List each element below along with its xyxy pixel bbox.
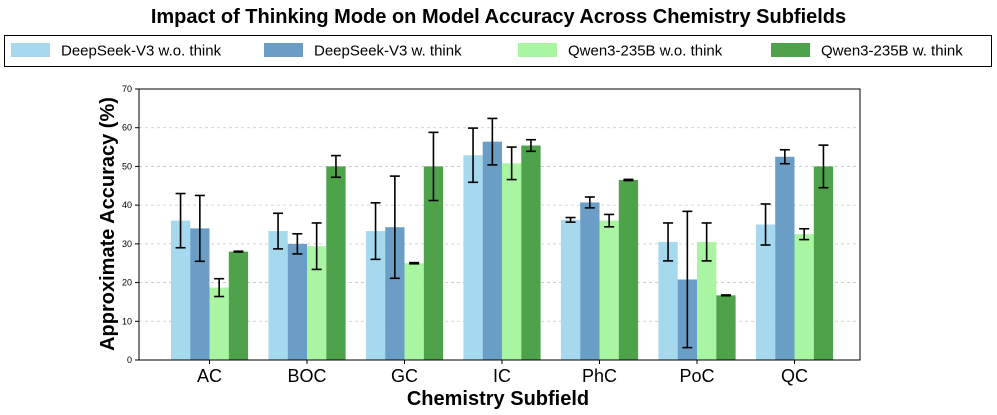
x-tick-label: BOC	[287, 366, 326, 386]
y-tick-label: 60	[122, 123, 132, 133]
bar	[209, 287, 229, 360]
x-tick-label: QC	[781, 366, 808, 386]
bar	[287, 243, 307, 360]
plot-area-frame	[138, 88, 861, 361]
bar	[658, 241, 678, 360]
x-tick-label: PoC	[679, 366, 714, 386]
error-bars	[175, 117, 829, 349]
bar	[228, 251, 249, 360]
legend: DeepSeek-V3 w.o. think DeepSeek-V3 w. thi…	[4, 35, 992, 67]
bar	[560, 219, 581, 360]
legend-label: DeepSeek-V3 w.o. think	[61, 43, 222, 60]
legend-swatch	[11, 43, 50, 57]
bar	[404, 263, 424, 360]
y-tick-label: 30	[122, 239, 132, 249]
bar	[580, 202, 600, 360]
x-axis-ticks: AC BOC GC IC PhC PoC QC	[197, 360, 808, 386]
bar	[307, 246, 327, 360]
bar	[170, 220, 191, 360]
y-tick-label: 10	[122, 316, 132, 326]
bar	[326, 166, 346, 360]
x-tick-label: PhC	[582, 366, 617, 386]
chart-title: Impact of Thinking Mode on Model Accurac…	[151, 6, 846, 28]
bar	[697, 241, 717, 360]
x-tick-label: GC	[391, 366, 418, 386]
bar	[716, 295, 736, 360]
x-tick-label: AC	[197, 366, 222, 386]
bar	[385, 227, 405, 360]
y-tick-label: 20	[122, 278, 132, 288]
y-tick-label: 50	[122, 161, 132, 171]
y-axis-label: Approximate Accuracy (%)	[97, 97, 119, 351]
bar	[618, 179, 639, 360]
x-axis-label: Chemistry Subfield	[407, 388, 589, 410]
y-tick-label: 40	[122, 200, 132, 210]
bar	[755, 224, 776, 360]
legend-label: Qwen3-235B w.o. think	[568, 43, 723, 60]
y-tick-label: 70	[122, 84, 132, 94]
bars	[170, 141, 834, 360]
legend-swatch	[771, 43, 810, 57]
bar	[365, 231, 386, 360]
x-tick-label: IC	[493, 366, 511, 386]
bar	[268, 231, 288, 360]
legend-label: DeepSeek-V3 w. think	[314, 43, 462, 60]
legend-swatch	[264, 43, 303, 57]
bar	[794, 234, 814, 360]
bar	[423, 166, 444, 360]
bar	[775, 156, 795, 360]
legend-label: Qwen3-235B w. think	[821, 43, 963, 60]
y-axis-ticks: 0 10 20 30 40 50 60 70	[122, 84, 139, 365]
bar	[482, 141, 502, 360]
bar	[813, 166, 834, 360]
bar	[463, 155, 483, 360]
bar	[599, 220, 619, 360]
bar	[521, 145, 541, 360]
bar	[502, 163, 522, 360]
legend-frame	[4, 35, 992, 67]
y-tick-label: 0	[127, 355, 132, 365]
legend-swatch	[518, 43, 557, 57]
